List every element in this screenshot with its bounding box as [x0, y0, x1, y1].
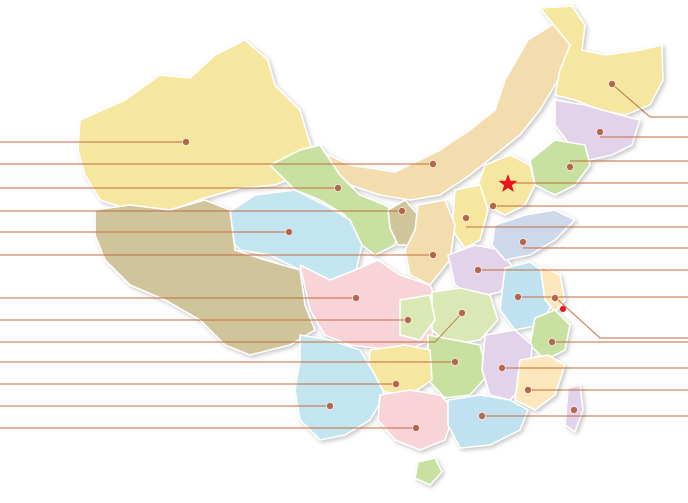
region-shandong[interactable]: [491, 209, 576, 261]
region-guangxi[interactable]: [377, 389, 456, 451]
marker-dot[interactable]: [412, 424, 420, 432]
marker-dot[interactable]: [182, 138, 190, 146]
marker-dot[interactable]: [514, 293, 522, 301]
red-star-icon[interactable]: [498, 174, 518, 192]
marker-dot[interactable]: [498, 364, 506, 372]
marker-dot[interactable]: [429, 251, 437, 259]
leader-line: [611, 83, 688, 118]
marker-dot[interactable]: [334, 184, 342, 192]
marker-dot[interactable]: [392, 380, 400, 388]
marker-dot[interactable]: [489, 202, 497, 210]
marker-dot[interactable]: [398, 207, 406, 215]
region-shanxi[interactable]: [451, 184, 489, 249]
marker-dot[interactable]: [566, 163, 574, 171]
left-leader-lines: [0, 141, 463, 429]
marker-dot[interactable]: [478, 412, 486, 420]
marker-dot[interactable]: [326, 402, 334, 410]
marker-dot[interactable]: [352, 294, 360, 302]
marker-dot[interactable]: [429, 160, 437, 168]
leader-line: [555, 297, 688, 339]
marker-dot[interactable]: [570, 406, 578, 414]
city-dot[interactable]: [560, 306, 566, 312]
marker-dot[interactable]: [451, 358, 459, 366]
region-hainan[interactable]: [414, 457, 443, 486]
region-heilongjiang[interactable]: [539, 5, 664, 116]
region-guangdong[interactable]: [447, 394, 529, 449]
marker-dot[interactable]: [608, 80, 616, 88]
marker-dot[interactable]: [462, 214, 470, 222]
marker-dot[interactable]: [458, 309, 466, 317]
marker-dot[interactable]: [596, 128, 604, 136]
region-hubei[interactable]: [431, 287, 499, 346]
right-leader-lines: [466, 83, 688, 417]
marker-dot[interactable]: [404, 316, 412, 324]
region-hunan[interactable]: [427, 334, 489, 399]
region-yunnan[interactable]: [294, 334, 386, 441]
marker-dot[interactable]: [524, 386, 532, 394]
marker-dot[interactable]: [285, 228, 293, 236]
region-zhejiang[interactable]: [529, 309, 571, 361]
region-liaoning[interactable]: [529, 139, 591, 196]
region-tibet[interactable]: [94, 199, 316, 356]
marker-dot[interactable]: [474, 266, 482, 274]
province-markers: [182, 80, 616, 432]
marker-dot[interactable]: [551, 294, 559, 302]
region-fujian[interactable]: [514, 354, 566, 411]
region-chongqing[interactable]: [399, 294, 436, 341]
marker-dot[interactable]: [519, 238, 527, 246]
leader-line: [0, 312, 463, 343]
marker-dot[interactable]: [548, 338, 556, 346]
region-xinjiang[interactable]: [77, 39, 313, 211]
land-mass: [77, 5, 664, 486]
